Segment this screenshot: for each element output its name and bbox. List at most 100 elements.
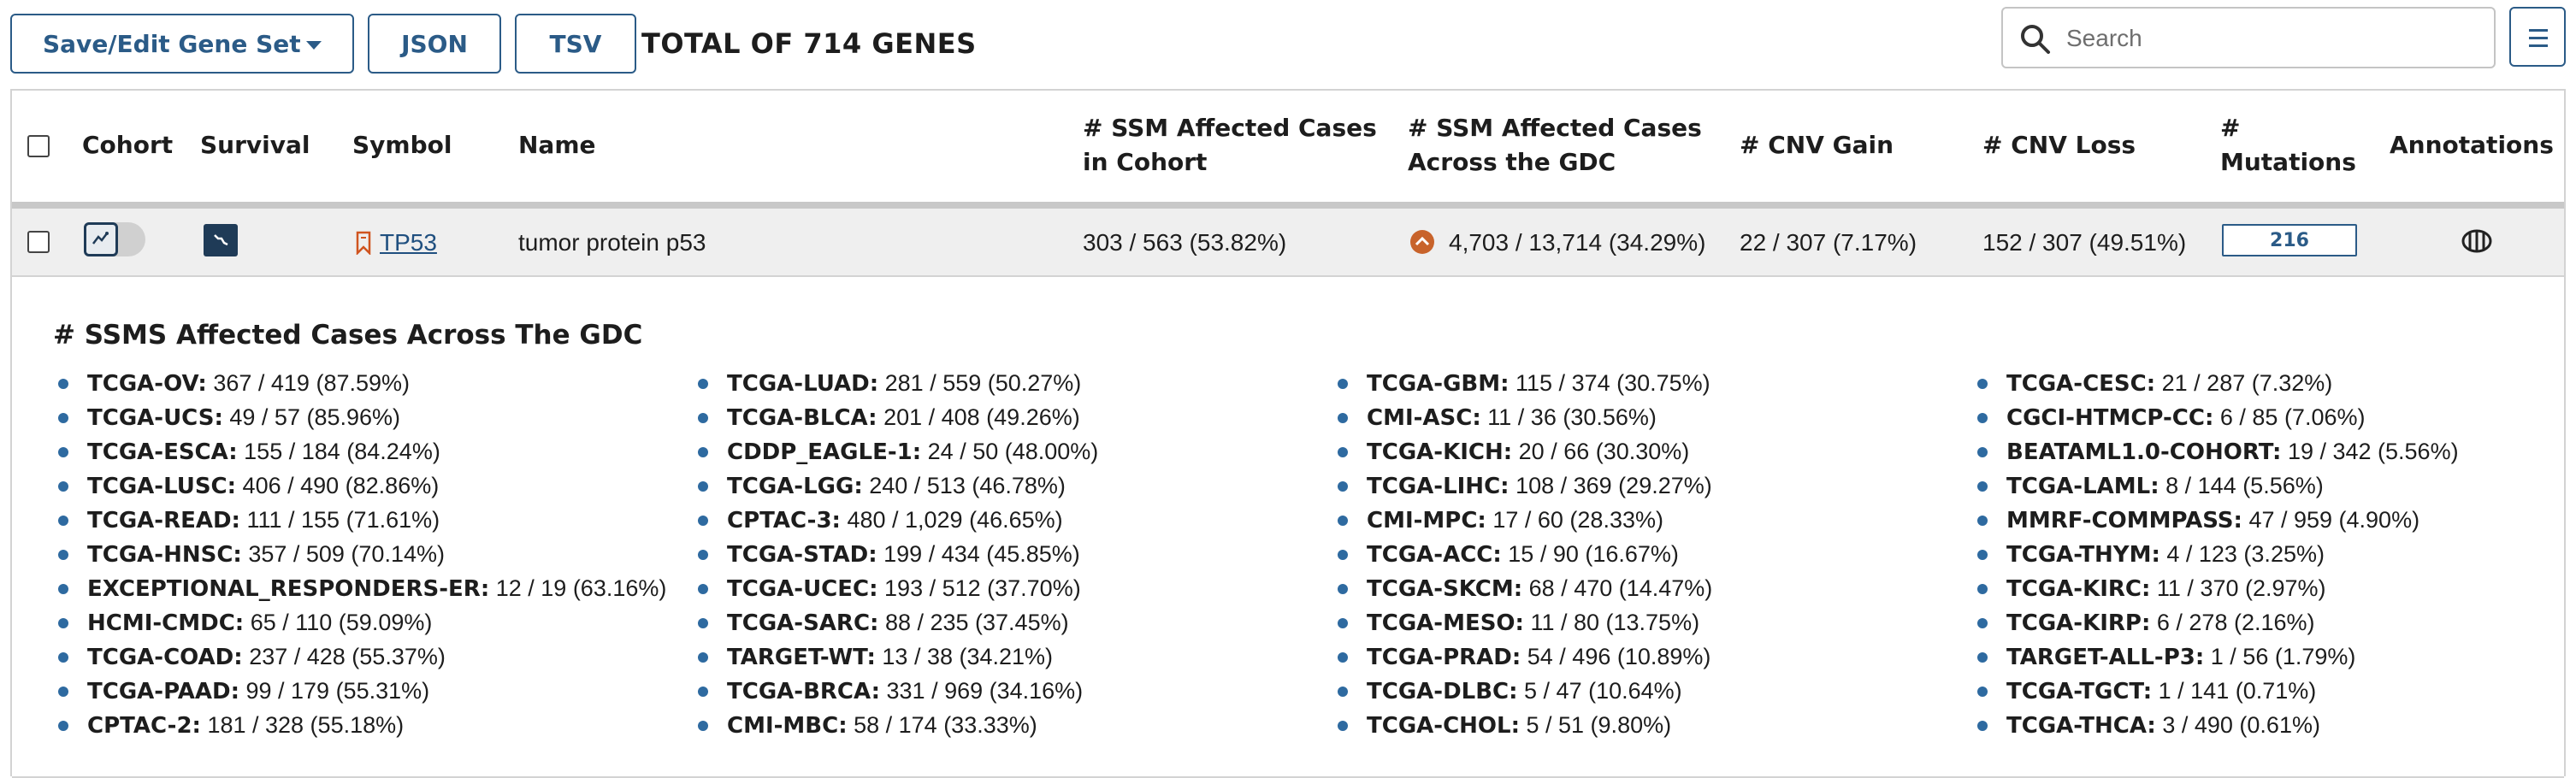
project-name: TCGA-UCS:: [87, 405, 223, 431]
header-mutations[interactable]: # Mutations: [2220, 111, 2356, 180]
annotations-icon[interactable]: [2458, 226, 2496, 256]
project-name: TCGA-THCA:: [2006, 713, 2156, 739]
project-name: TCGA-LIHC:: [1367, 474, 1510, 499]
project-name: TCGA-KIRC:: [2006, 576, 2151, 602]
project-name: TCGA-LGG:: [727, 474, 863, 499]
bullet-icon: [58, 379, 68, 389]
project-cases-value: 199 / 434 (45.85%): [883, 541, 1080, 567]
header-cnv-loss[interactable]: # CNV Loss: [1982, 131, 2136, 159]
header-cnv-gain[interactable]: # CNV Gain: [1740, 131, 1894, 159]
project-name: MMRF-COMMPASS:: [2006, 508, 2242, 533]
list-item: TCGA-BLCA: 201 / 408 (49.26%): [694, 400, 1098, 434]
list-item: TCGA-CHOL: 5 / 51 (9.80%): [1334, 708, 1712, 742]
project-cases-value: 88 / 235 (37.45%): [884, 610, 1069, 635]
bullet-icon: [698, 447, 708, 457]
project-cases-value: 12 / 19 (63.16%): [495, 575, 667, 601]
menu-button[interactable]: [2509, 7, 2566, 67]
gene-symbol-link[interactable]: TP53: [380, 229, 437, 256]
bullet-icon: [58, 516, 68, 526]
project-name: TCGA-PAAD:: [87, 679, 239, 704]
project-cases-value: 5 / 47 (10.64%): [1524, 678, 1682, 704]
project-cases-value: 11 / 370 (2.97%): [2156, 575, 2326, 601]
project-name: TCGA-LAML:: [2006, 474, 2159, 499]
menu-icon-line: [2529, 37, 2548, 39]
header-name[interactable]: Name: [518, 131, 596, 159]
project-cases-value: 193 / 512 (37.70%): [884, 575, 1081, 601]
project-name: TCGA-LUAD:: [727, 371, 879, 397]
project-name: TCGA-KIRP:: [2006, 610, 2151, 636]
select-all-checkbox[interactable]: [27, 135, 50, 157]
bullet-icon: [698, 516, 708, 526]
list-item: TCGA-BRCA: 331 / 969 (34.16%): [694, 674, 1098, 708]
cohort-toggle[interactable]: [84, 222, 145, 256]
bullet-icon: [1338, 413, 1348, 423]
bullet-icon: [58, 447, 68, 457]
project-cases-value: 115 / 374 (30.75%): [1515, 370, 1710, 396]
ssm-breakdown-panel: # SSMS Affected Cases Across The GDC TCG…: [12, 277, 2564, 778]
project-cases-value: 6 / 85 (7.06%): [2219, 404, 2366, 430]
json-export-button[interactable]: JSON: [368, 14, 501, 74]
header-annotations: Annotations: [2390, 131, 2554, 159]
bullet-icon: [1977, 721, 1988, 731]
cohort-icon: [92, 232, 109, 245]
list-item: TCGA-COAD: 237 / 428 (55.37%): [55, 639, 666, 674]
list-item: TCGA-LGG: 240 / 513 (46.78%): [694, 469, 1098, 503]
bullet-icon: [1977, 550, 1988, 560]
project-name: TCGA-TGCT:: [2006, 679, 2153, 704]
cohort-toggle-knob: [84, 222, 118, 256]
project-cases-value: 5 / 51 (9.80%): [1526, 712, 1672, 738]
list-item: MMRF-COMMPASS: 47 / 959 (4.90%): [1974, 503, 2459, 537]
header-ssm-gdc[interactable]: # SSM Affected Cases Across the GDC: [1408, 111, 1702, 180]
header-ssm-cohort[interactable]: # SSM Affected Cases in Cohort: [1083, 111, 1377, 180]
header-survival[interactable]: Survival: [200, 131, 310, 159]
project-name: TCGA-LUSC:: [87, 474, 237, 499]
genes-table: Cohort Survival Symbol Name # SSM Affect…: [10, 89, 2566, 778]
project-cases-value: 367 / 419 (87.59%): [213, 370, 411, 396]
project-cases-value: 11 / 36 (30.56%): [1487, 404, 1657, 430]
gene-symbol[interactable]: TP53: [380, 229, 437, 256]
project-cases-value: 4 / 123 (3.25%): [2166, 541, 2325, 567]
bullet-icon: [698, 550, 708, 560]
expand-collapse-icon[interactable]: [1409, 229, 1435, 255]
project-cases-value: 11 / 80 (13.75%): [1530, 610, 1700, 635]
list-item: TCGA-HNSC: 357 / 509 (70.14%): [55, 537, 666, 571]
list-item: CMI-ASC: 11 / 36 (30.56%): [1334, 400, 1712, 434]
bullet-icon: [1338, 379, 1348, 389]
header-ssm-cohort-line1: # SSM Affected Cases: [1083, 114, 1377, 142]
project-name: TCGA-BRCA:: [727, 679, 880, 704]
list-item: TCGA-KIRC: 11 / 370 (2.97%): [1974, 571, 2459, 605]
list-item: TCGA-GBM: 115 / 374 (30.75%): [1334, 366, 1712, 400]
project-cases-value: 331 / 969 (34.16%): [886, 678, 1084, 704]
bullet-icon: [698, 584, 708, 594]
header-ssm-gdc-line2: Across the GDC: [1408, 148, 1616, 176]
survival-plot-button[interactable]: [204, 224, 238, 256]
save-edit-gene-set-button[interactable]: Save/Edit Gene Set: [10, 14, 354, 74]
project-name: TCGA-HNSC:: [87, 542, 242, 568]
bullet-icon: [1338, 481, 1348, 492]
project-name: CMI-MPC:: [1367, 508, 1486, 533]
bullet-icon: [58, 687, 68, 697]
table-row[interactable]: TP53 tumor protein p53 303 / 563 (53.82%…: [12, 209, 2564, 277]
bullet-icon: [698, 618, 708, 628]
bullet-icon: [1338, 516, 1348, 526]
list-item: TCGA-LAML: 8 / 144 (5.56%): [1974, 469, 2459, 503]
project-name: TCGA-OV:: [87, 371, 207, 397]
mutations-count-button[interactable]: 216: [2222, 224, 2357, 256]
list-item: CGCI-HTMCP-CC: 6 / 85 (7.06%): [1974, 400, 2459, 434]
search-input[interactable]: [2065, 21, 2479, 56]
header-cohort[interactable]: Cohort: [82, 131, 174, 159]
bullet-icon: [58, 584, 68, 594]
project-cases-value: 1 / 56 (1.79%): [2210, 644, 2356, 669]
project-cases-value: 58 / 174 (33.33%): [854, 712, 1037, 738]
search-box[interactable]: [2001, 7, 2496, 68]
row-select-checkbox[interactable]: [27, 231, 50, 253]
header-symbol[interactable]: Symbol: [352, 131, 452, 159]
gene-name: tumor protein p53: [518, 229, 706, 256]
tsv-export-button[interactable]: TSV: [515, 14, 636, 74]
list-item: CDDP_EAGLE-1: 24 / 50 (48.00%): [694, 434, 1098, 469]
bullet-icon: [698, 652, 708, 663]
project-cases-value: 6 / 278 (2.16%): [2156, 610, 2315, 635]
ssm-gdc-value[interactable]: 4,703 / 13,714 (34.29%): [1449, 229, 1706, 256]
project-cases-value: 19 / 342 (5.56%): [2287, 439, 2459, 464]
project-cases-value: 1 / 141 (0.71%): [2158, 678, 2317, 704]
